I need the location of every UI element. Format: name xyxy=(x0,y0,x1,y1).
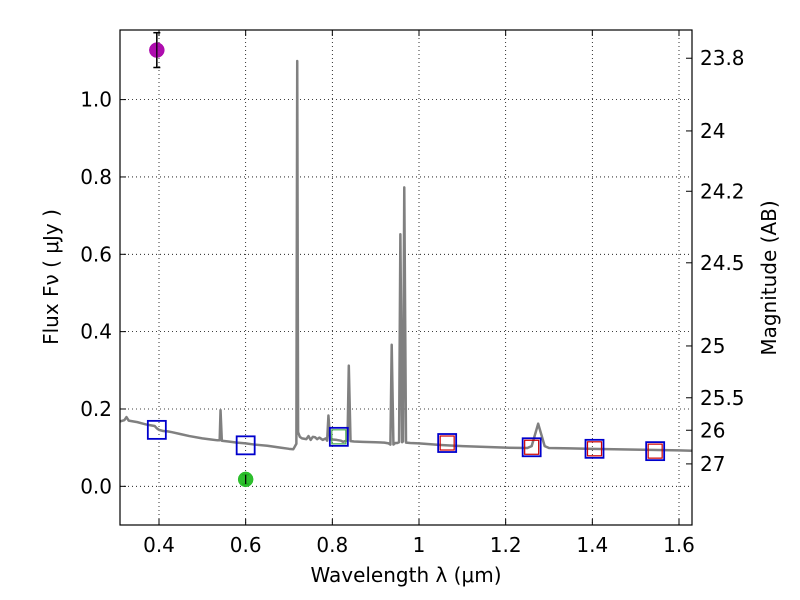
model-photometry-marker xyxy=(328,426,349,447)
markers-layer xyxy=(146,31,666,488)
y-tick-label: 0.2 xyxy=(80,397,112,421)
magnitude-tick-label: 26 xyxy=(700,418,725,442)
x-tick-label: 1.6 xyxy=(663,533,695,557)
photometry-inner-square xyxy=(586,441,603,457)
y-axis-right: 23.8 24 24.2 24.5 25 25.5 26 27 xyxy=(686,46,745,476)
y-axis-label: Flux Fν ( μJy ) xyxy=(39,209,63,345)
model-photometry-marker xyxy=(645,441,666,462)
x-tick-label: 1.4 xyxy=(576,533,608,557)
model-photometry-marker xyxy=(437,433,458,453)
magnitude-tick-label: 27 xyxy=(700,452,725,476)
magnitude-tick-label: 24.2 xyxy=(700,179,745,203)
x-axis: 0.4 0.6 0.8 1 1.2 1.4 1.6 xyxy=(143,30,695,557)
y-tick-label: 0.6 xyxy=(80,242,112,266)
x-tick-label: 0.8 xyxy=(316,533,348,557)
y-axis-right-label: Magnitude (AB) xyxy=(757,200,781,355)
y-tick-label: 1.0 xyxy=(80,88,112,112)
model-photometry-marker xyxy=(584,438,605,459)
x-tick-label: 1 xyxy=(413,533,426,557)
magnitude-tick-label: 25 xyxy=(700,334,725,358)
series-layer xyxy=(120,59,692,452)
magnitude-tick-label: 25.5 xyxy=(700,386,745,410)
model-photometry-marker xyxy=(521,437,542,458)
y-tick-label: 0.0 xyxy=(80,474,112,498)
x-tick-label: 0.6 xyxy=(230,533,262,557)
spectrum-line xyxy=(120,59,692,452)
magnitude-tick-label: 24 xyxy=(700,119,725,143)
photometry-inner-square xyxy=(524,439,540,455)
x-tick-label: 1.2 xyxy=(490,533,522,557)
plot-frame xyxy=(119,29,693,526)
y-axis-left: 0.0 0.2 0.4 0.6 0.8 1.0 xyxy=(80,88,126,498)
magnitude-tick-label: 23.8 xyxy=(700,46,745,70)
x-axis-label: Wavelength λ (μm) xyxy=(310,563,501,587)
magnitude-tick-label: 24.5 xyxy=(700,251,745,275)
x-tick-label: 0.4 xyxy=(143,533,175,557)
model-photometry-marker xyxy=(146,419,167,440)
model-photometry-marker xyxy=(235,435,256,456)
y-tick-label: 0.4 xyxy=(80,320,112,344)
photometry-inner-square xyxy=(439,435,455,451)
y-tick-label: 0.8 xyxy=(80,165,112,189)
photometry-inner-square xyxy=(331,429,347,445)
photometry-inner-square xyxy=(647,443,663,459)
